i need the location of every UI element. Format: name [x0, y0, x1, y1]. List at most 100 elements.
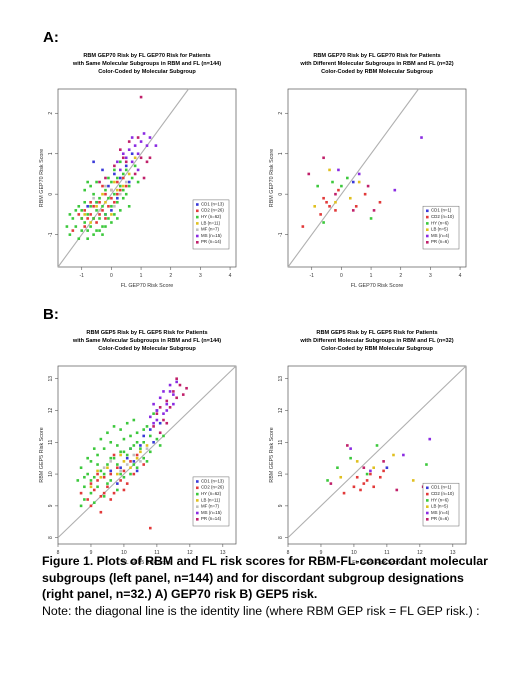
legend-swatch [196, 486, 199, 490]
panel-label-b: B: [43, 306, 59, 323]
data-point-hy [89, 205, 92, 208]
y-tick-label: 11 [48, 439, 54, 444]
chart-title-line: RBM GEP70 Risk by FL GEP70 Risk for Pati… [313, 53, 440, 59]
data-point-cd2 [334, 209, 337, 212]
data-point-lb [116, 188, 119, 192]
x-axis-label: FL GEP5 Risk Score [122, 560, 172, 566]
data-point-pr [346, 444, 349, 447]
x-tick-label: 8 [287, 550, 290, 556]
data-point-cd2 [101, 209, 104, 212]
y-tick-label: 12 [278, 408, 284, 414]
legend-label: CD2 (n=10) [431, 214, 454, 219]
data-point-ms [130, 160, 134, 164]
data-point-hy [142, 428, 146, 431]
y-tick-label: -1 [48, 232, 54, 237]
data-point-cd1 [107, 184, 110, 188]
data-point-cd2 [378, 475, 382, 479]
x-tick-label: 9 [320, 550, 323, 556]
data-point-hy [79, 504, 83, 508]
plot-frame [57, 88, 237, 268]
data-point-mf [124, 180, 128, 184]
chart-svg: RBM GEP5 Risk by FL GEP5 Risk for Patien… [269, 330, 467, 566]
legend-swatch [196, 234, 199, 238]
legend-box [422, 482, 460, 527]
data-point-cd2 [71, 229, 75, 232]
data-point-hy [326, 479, 329, 482]
legend-label: LB (n=5) [431, 504, 449, 509]
data-point-hy [132, 463, 136, 466]
data-point-hy [83, 498, 86, 501]
data-point-cd2 [342, 491, 346, 495]
data-point-hy [86, 213, 89, 216]
x-tick-label: 12 [187, 550, 193, 556]
data-point-ms [155, 418, 159, 422]
data-point-cd2 [355, 475, 359, 479]
y-tick-label: 8 [48, 536, 54, 539]
legend-swatch [196, 518, 199, 521]
data-point-hy [316, 184, 319, 188]
data-point-cd2 [116, 466, 119, 470]
data-point-cd2 [102, 491, 106, 495]
y-tick-label: 13 [278, 376, 284, 382]
data-point-pr [139, 156, 143, 160]
chart-title-line: with Same Molecular Subgroups in RBM and… [72, 338, 221, 344]
data-point-cd1 [132, 460, 136, 463]
y-tick-label: 11 [278, 439, 284, 444]
legend-swatch [196, 203, 199, 206]
data-point-lb [411, 479, 415, 482]
y-tick-label: 0 [48, 193, 54, 196]
data-point-hy [106, 431, 109, 435]
data-point-ms [393, 188, 397, 192]
data-point-pr [382, 460, 385, 463]
data-point-hy [96, 463, 99, 466]
data-point-hy [86, 456, 89, 460]
x-tick-label: 12 [417, 550, 423, 556]
legend-swatch [426, 234, 429, 238]
data-point-hy [83, 188, 86, 192]
scatter-plot-a-concordant: RBM GEP70 Risk by FL GEP70 Risk for Pati… [32, 45, 262, 295]
plot-frame [57, 365, 237, 545]
chart-title-line: with Different Molecular Subgroups in RB… [299, 61, 453, 67]
data-point-cd2 [352, 485, 356, 489]
data-point-lb [95, 205, 98, 208]
data-point-pr [113, 164, 116, 168]
x-axis-label: FL GEP70 Risk Score [121, 283, 174, 289]
data-point-pr [152, 425, 155, 428]
data-point-lb [355, 460, 359, 463]
x-tick-label: 0 [110, 273, 113, 279]
data-point-mf [119, 469, 122, 473]
data-point-lb [121, 184, 125, 188]
data-point-ms [402, 453, 405, 457]
data-point-cd2 [110, 196, 113, 200]
x-tick-label: 2 [169, 273, 172, 279]
data-point-hy [89, 479, 93, 482]
y-tick-label: 0 [278, 193, 284, 196]
data-point-hy [107, 217, 110, 220]
legend-swatch [196, 228, 199, 231]
legend-swatch [196, 505, 199, 508]
data-point-hy [101, 225, 104, 228]
data-point-cd1 [119, 466, 122, 470]
legend-swatch [196, 209, 199, 213]
data-point-cd2 [96, 472, 99, 476]
data-point-cd2 [112, 453, 116, 457]
data-point-cd1 [116, 196, 119, 200]
data-point-hy [77, 205, 81, 208]
data-point-cd1 [351, 180, 355, 184]
legend-label: MS (n=4) [431, 233, 450, 238]
chart-title-line: RBM GEP5 Risk by FL GEP5 Risk for Patien… [316, 330, 437, 336]
legend-label: MF (n=7) [201, 504, 219, 509]
data-point-hy [92, 447, 96, 450]
data-point-hy [65, 225, 69, 228]
data-point-cd1 [142, 434, 146, 438]
data-point-pr [133, 172, 137, 176]
data-point-hy [110, 180, 113, 184]
data-point-hy [124, 168, 128, 172]
data-point-hy [92, 217, 95, 220]
legend-swatch [426, 209, 429, 213]
data-point-cd2 [328, 205, 331, 208]
data-point-cd2 [101, 184, 104, 188]
x-tick-label: 2 [399, 273, 402, 279]
data-point-ms [162, 412, 165, 415]
y-tick-label: 9 [278, 504, 284, 507]
